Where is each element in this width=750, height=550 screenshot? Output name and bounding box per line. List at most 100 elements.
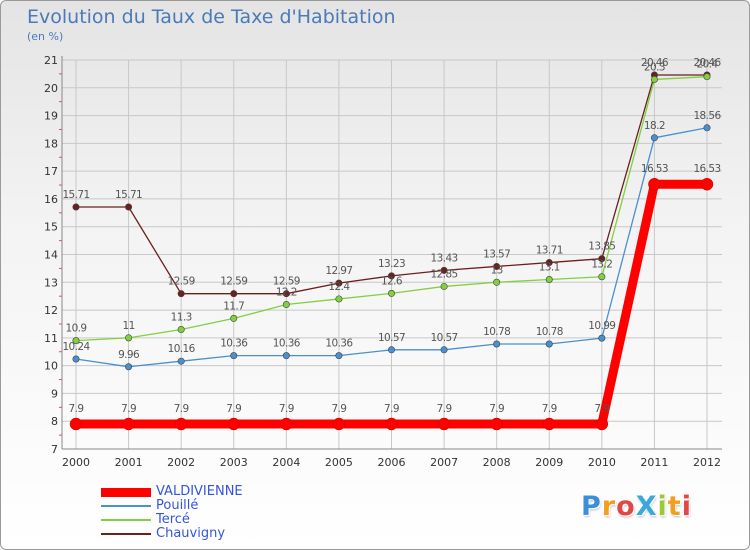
data-point [598, 334, 606, 342]
data-label: 10.36 [325, 338, 353, 350]
data-point [122, 417, 135, 431]
data-label: 10.57 [378, 332, 405, 344]
data-point [545, 259, 553, 267]
data-point [280, 417, 293, 431]
data-point [440, 266, 448, 274]
data-point [72, 203, 80, 211]
proxiti-logo: ProXiti [581, 491, 692, 522]
data-point [703, 73, 711, 81]
data-label: 15.71 [62, 189, 89, 201]
data-label: 20.4 [697, 59, 719, 71]
y-tick-label: 21 [44, 54, 58, 67]
data-point [177, 357, 185, 365]
y-tick-label: 8 [51, 415, 58, 428]
data-label: 7.9 [437, 403, 452, 415]
data-label: 10.78 [536, 326, 563, 338]
data-label: 15.71 [115, 189, 142, 201]
data-label: 7.9 [331, 403, 346, 415]
data-label: 10.24 [62, 341, 90, 353]
data-label: 7.9 [542, 403, 557, 415]
data-point [387, 346, 395, 354]
data-point [387, 272, 395, 280]
x-tick-label: 2002 [167, 456, 195, 469]
data-label: 12.59 [273, 276, 300, 288]
legend-label: Chauvigny [156, 526, 226, 541]
data-point [387, 289, 395, 297]
data-label: 13.71 [536, 245, 563, 257]
data-point [174, 417, 188, 431]
logo-letter: r [601, 491, 617, 522]
data-label: 13.1 [539, 262, 560, 274]
data-point [493, 340, 501, 348]
data-label: 10.9 [66, 323, 87, 335]
data-label: 11.3 [171, 312, 192, 324]
data-point [125, 203, 133, 211]
data-label: 10.36 [273, 338, 301, 350]
data-point [125, 334, 133, 342]
data-label: 9.96 [118, 349, 140, 361]
y-tick-label: 7 [51, 443, 58, 456]
legend-label: VALDIVIENNE [156, 484, 243, 499]
y-tick-label: 15 [44, 221, 58, 234]
data-point [282, 301, 290, 309]
data-label: 11.7 [223, 300, 244, 312]
data-label: 10.16 [168, 343, 196, 355]
y-tick-label: 20 [44, 82, 58, 95]
chart-subtitle: (en %) [27, 30, 64, 43]
data-label: 10.78 [483, 326, 510, 338]
data-label: 7.9 [279, 403, 294, 415]
data-label: 7.9 [174, 403, 189, 415]
data-label: 10.57 [431, 332, 458, 344]
legend-swatch [101, 505, 151, 507]
data-label: 13.57 [483, 248, 510, 260]
y-tick-label: 10 [44, 360, 58, 373]
data-label: 18.2 [644, 120, 665, 132]
legend-label: Pouillé [156, 498, 199, 513]
data-point [650, 75, 658, 83]
x-tick-label: 2003 [220, 456, 248, 469]
y-tick-label: 9 [51, 387, 58, 400]
grid-layer [62, 59, 722, 450]
data-point [545, 340, 553, 348]
data-point [598, 255, 606, 263]
data-point [493, 262, 501, 270]
y-tick-label: 18 [44, 137, 58, 150]
data-label: 12.4 [328, 281, 350, 293]
data-point [72, 355, 80, 363]
logo-letter: i [657, 491, 668, 522]
y-tick-label: 11 [44, 332, 58, 345]
logo-letter: o [616, 491, 636, 522]
data-point [440, 346, 448, 354]
data-point [227, 417, 240, 431]
x-tick-label: 2010 [588, 456, 616, 469]
data-point [72, 337, 80, 345]
data-point [493, 278, 501, 286]
data-label: 12.2 [276, 287, 297, 299]
y-tick-label: 17 [44, 165, 58, 178]
data-label: 11 [122, 320, 134, 332]
legend-swatch [101, 533, 151, 535]
data-point [650, 134, 658, 142]
data-point [335, 352, 343, 360]
data-point [230, 290, 238, 298]
data-point [282, 290, 290, 298]
x-tick-label: 2007 [430, 456, 458, 469]
data-label: 16.53 [641, 163, 668, 175]
x-tick-label: 2006 [378, 456, 406, 469]
data-point [595, 417, 609, 431]
data-label: 7.9 [594, 403, 609, 415]
data-point [545, 276, 553, 284]
data-label: 12.6 [381, 275, 403, 287]
data-label: 10.99 [588, 320, 615, 332]
data-label: 20.46 [693, 57, 721, 69]
legend-label: Tercé [156, 512, 190, 527]
logo-letter: P [581, 491, 602, 522]
data-point [648, 177, 661, 191]
data-label-layer: 15.71 15.71 12.59 12.59 12.59 12.97 13.23 13.43… [62, 57, 722, 415]
data-point [700, 177, 714, 191]
data-point [598, 273, 606, 281]
data-point [282, 352, 290, 360]
y-tick-label: 19 [44, 110, 58, 123]
data-point [335, 279, 343, 287]
